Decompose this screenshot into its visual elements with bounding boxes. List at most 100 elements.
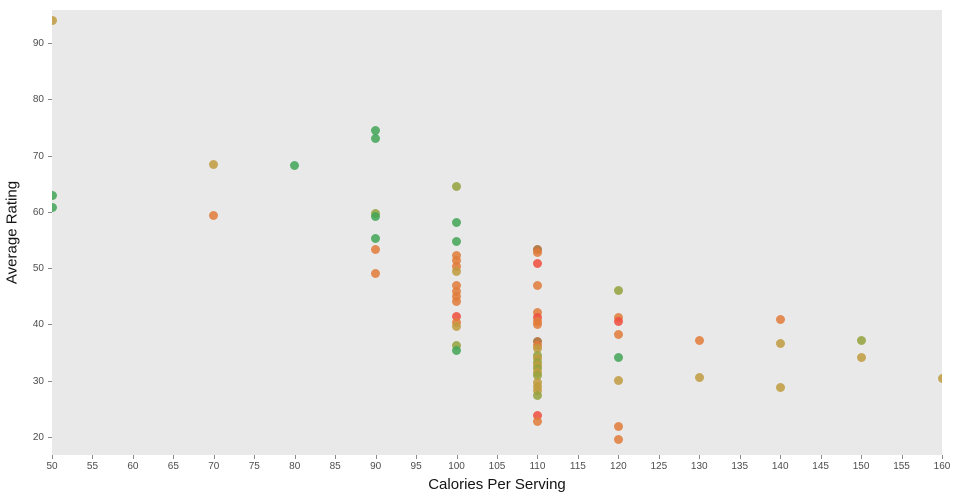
y-tick-label: 80 [32, 94, 44, 106]
data-point [613, 376, 623, 386]
y-tick-mark [48, 380, 52, 382]
data-point [613, 330, 623, 340]
y-tick-mark [48, 268, 52, 270]
data-point [613, 286, 623, 296]
data-point [532, 391, 542, 401]
y-tick-mark [48, 324, 52, 326]
y-tick-mark [48, 436, 52, 438]
x-tick-mark [699, 455, 701, 459]
x-tick-mark [942, 455, 943, 459]
data-point [452, 311, 462, 321]
data-point [371, 211, 381, 221]
data-point [613, 316, 623, 326]
plot-area [52, 10, 942, 455]
y-tick-mark [48, 99, 52, 101]
y-tick-mark [48, 155, 52, 157]
x-tick-mark [213, 455, 215, 459]
x-tick-label: 120 [610, 461, 627, 472]
data-point [452, 297, 462, 307]
data-point [209, 160, 219, 170]
x-tick-label: 140 [771, 461, 789, 472]
x-tick-label: 135 [731, 461, 749, 472]
data-point [452, 250, 462, 260]
x-tick-mark [173, 455, 175, 459]
data-point [371, 134, 381, 144]
x-tick-mark [537, 455, 539, 459]
data-point [694, 373, 704, 383]
x-tick-label: 65 [167, 461, 179, 472]
x-tick-mark [739, 455, 741, 459]
x-tick-mark [820, 455, 822, 459]
x-tick-mark [861, 455, 863, 459]
x-tick-label: 55 [86, 461, 99, 472]
data-point [775, 315, 785, 325]
x-tick-mark [92, 455, 94, 459]
x-tick-label: 110 [529, 461, 546, 472]
y-tick-label: 90 [32, 38, 44, 50]
data-point [371, 125, 381, 135]
x-tick-mark [658, 455, 660, 459]
data-point [371, 233, 381, 243]
data-point [775, 339, 785, 349]
x-tick-mark [497, 455, 498, 459]
data-point [452, 281, 462, 291]
x-tick-label: 75 [248, 461, 260, 472]
x-tick-label: 70 [208, 461, 220, 472]
data-point [856, 353, 866, 363]
data-point [452, 292, 462, 302]
data-point [52, 16, 57, 26]
y-tick-label: 20 [32, 431, 44, 443]
y-tick-label: 60 [32, 206, 44, 218]
data-point [532, 417, 542, 427]
data-point [452, 287, 462, 297]
x-tick-label: 145 [812, 461, 829, 472]
x-tick-mark [294, 455, 296, 459]
data-point [452, 256, 462, 266]
x-tick-label: 50 [46, 461, 58, 472]
data-point [613, 353, 623, 363]
x-tick-label: 160 [933, 461, 951, 472]
data-point [52, 190, 57, 200]
x-tick-mark [901, 455, 903, 459]
data-point [532, 259, 542, 269]
data-point [452, 345, 462, 355]
data-point [532, 280, 542, 290]
data-point [452, 321, 462, 331]
x-tick-mark [416, 455, 418, 459]
y-tick-label: 70 [32, 150, 44, 162]
x-tick-label: 105 [488, 461, 506, 472]
data-point [775, 382, 785, 392]
x-tick-label: 100 [448, 461, 465, 472]
x-tick-label: 150 [852, 461, 870, 472]
x-tick-label: 115 [569, 461, 586, 472]
y-tick-mark [48, 43, 52, 45]
data-point [613, 435, 623, 445]
data-point [694, 336, 704, 346]
data-point [856, 336, 866, 346]
x-tick-mark [780, 455, 782, 459]
x-tick-label: 60 [127, 461, 139, 472]
data-point [532, 319, 542, 329]
x-tick-mark [375, 455, 377, 459]
x-tick-label: 85 [329, 461, 341, 472]
y-axis-label: Average Rating [3, 180, 21, 285]
x-tick-label: 80 [289, 461, 301, 472]
x-tick-mark [52, 455, 53, 459]
y-tick-mark [48, 211, 52, 213]
x-tick-mark [254, 455, 256, 459]
x-tick-mark [335, 455, 337, 459]
x-tick-mark [132, 455, 134, 459]
x-tick-label: 90 [370, 461, 382, 472]
data-point [371, 245, 381, 255]
data-point [613, 421, 623, 431]
data-point [532, 247, 542, 257]
x-tick-mark [456, 455, 458, 459]
data-point [532, 386, 542, 396]
data-point [532, 411, 542, 421]
data-point [937, 373, 942, 383]
data-point [532, 371, 542, 381]
data-point [452, 236, 462, 246]
x-tick-mark [577, 455, 579, 459]
data-point [371, 268, 381, 278]
